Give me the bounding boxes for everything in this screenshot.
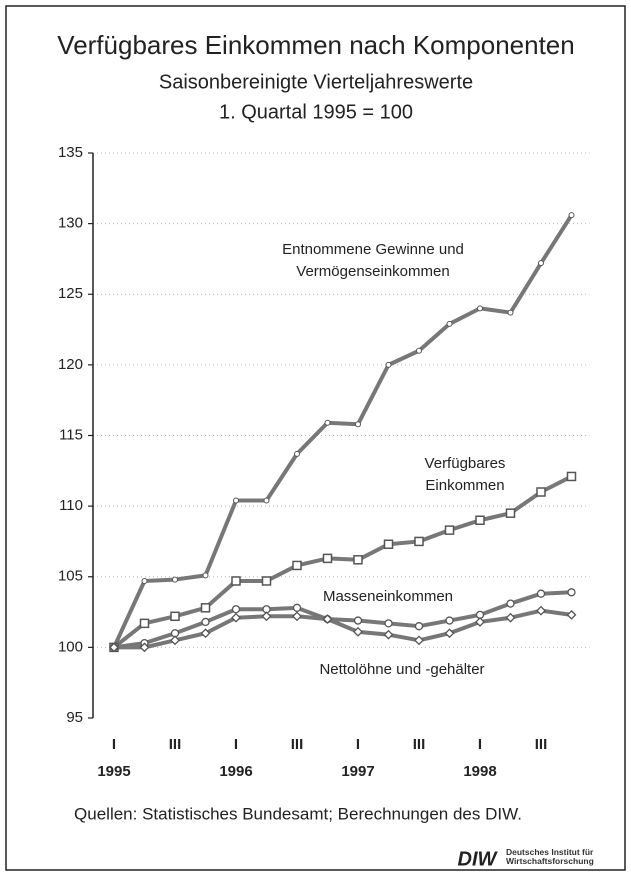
x-tick-label: I — [234, 736, 238, 753]
marker — [385, 361, 392, 368]
marker — [416, 347, 422, 354]
marker — [536, 487, 546, 497]
marker — [383, 539, 394, 550]
marker — [444, 628, 455, 639]
marker — [536, 589, 546, 598]
y-tick-label: 135 — [58, 144, 83, 161]
y-tick-label: 120 — [58, 356, 83, 373]
marker — [505, 508, 516, 518]
marker — [566, 609, 577, 620]
marker — [538, 260, 544, 267]
logo-text: Deutsches Institut für Wirtschaftsforsch… — [506, 848, 594, 866]
marker — [170, 611, 180, 622]
series-line — [112, 474, 573, 649]
marker — [507, 309, 514, 316]
marker — [139, 642, 150, 653]
y-tick-label: 125 — [58, 285, 83, 302]
x-year-label: 1997 — [341, 763, 374, 780]
x-tick-label: III — [169, 736, 182, 753]
marker — [475, 617, 485, 627]
x-tick-label: III — [413, 736, 426, 753]
x-tick-label: III — [535, 736, 548, 753]
y-tick-label: 110 — [59, 497, 83, 514]
marker — [200, 628, 211, 639]
marker — [355, 421, 361, 428]
logo-text-box: Deutsches Institut für Wirtschaftsforsch… — [506, 848, 594, 866]
marker — [292, 560, 302, 571]
marker — [353, 626, 363, 637]
marker — [383, 629, 394, 640]
marker — [446, 320, 453, 327]
y-tick-label: 105 — [58, 568, 83, 585]
marker — [567, 588, 576, 597]
marker — [445, 616, 454, 625]
frame — [5, 5, 626, 871]
x-tick-label: I — [356, 736, 360, 753]
marker — [141, 577, 148, 584]
series-line — [114, 608, 572, 650]
x-tick-label: I — [112, 736, 116, 753]
marker — [322, 553, 333, 564]
logo: DIW — [458, 848, 499, 870]
marker — [536, 605, 546, 616]
marker — [231, 576, 241, 586]
series-label: Entnommene Gewinne und Vermögenseinkomme… — [282, 241, 464, 280]
marker — [505, 612, 516, 623]
marker — [414, 635, 424, 646]
marker — [261, 576, 272, 586]
chart-subtitle: Saisonbereinigte Vierteljahreswerte — [159, 71, 473, 93]
marker — [139, 618, 150, 629]
marker — [109, 642, 119, 653]
marker — [263, 497, 270, 504]
y-tick-label: 115 — [59, 426, 83, 443]
series-label: Nettolöhne und -gehälter — [319, 661, 485, 678]
series-label: Verfügbares Einkommen — [424, 455, 506, 494]
marker — [324, 419, 331, 426]
marker — [233, 497, 239, 504]
chart-title: Verfügbares Einkommen nach Komponenten — [57, 30, 574, 60]
marker — [231, 612, 241, 623]
marker — [353, 555, 363, 565]
marker — [201, 617, 210, 627]
marker — [353, 616, 363, 625]
series-line — [112, 214, 574, 649]
marker — [477, 305, 483, 312]
marker — [170, 635, 180, 646]
series-label: Masseneinkommen — [322, 588, 454, 605]
x-year-label: 1996 — [219, 763, 252, 780]
marker — [261, 611, 272, 622]
marker — [506, 599, 515, 608]
y-tick-label: 95 — [66, 709, 83, 726]
series-line — [113, 590, 572, 650]
marker — [202, 572, 209, 579]
chart-subtitle: 1. Quartal 1995 = 100 — [219, 101, 413, 123]
source: Quellen: Statistisches Bundesamt; Berech… — [74, 804, 522, 823]
marker — [444, 525, 455, 535]
marker — [568, 212, 575, 219]
marker — [414, 536, 424, 547]
marker — [566, 471, 577, 482]
marker — [294, 450, 300, 457]
y-tick-label: 100 — [58, 638, 83, 655]
marker — [475, 515, 485, 525]
y-tick-label: 130 — [58, 215, 83, 232]
x-tick-label: III — [291, 736, 304, 753]
marker — [200, 603, 211, 613]
x-year-label: 1995 — [97, 763, 130, 780]
marker — [172, 576, 178, 583]
marker — [384, 619, 393, 628]
marker — [292, 611, 302, 622]
marker — [414, 622, 424, 631]
x-year-label: 1998 — [463, 763, 496, 780]
marker — [292, 603, 302, 612]
x-tick-label: I — [478, 736, 482, 753]
marker — [322, 614, 333, 625]
marker — [231, 605, 241, 614]
